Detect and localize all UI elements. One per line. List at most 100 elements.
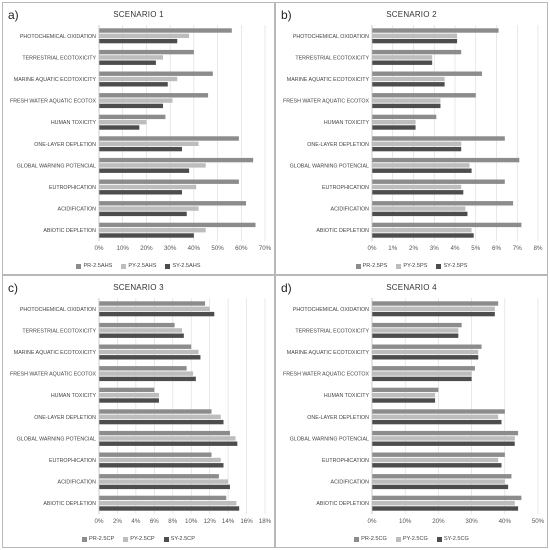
category-label: ONE-LAYER DEPLETION — [34, 142, 96, 148]
bar-py-2.5cp — [99, 436, 236, 441]
bar-pr-2.5cp — [99, 452, 212, 457]
category-label: GLOBAL WARNING POTENCIAL — [17, 436, 96, 442]
bar-py-2.5cp — [99, 328, 182, 333]
bar-sy-2.5cp — [99, 484, 230, 490]
category-label: ACIDIFICATION — [331, 207, 370, 213]
bar-py-2.5ahs — [99, 163, 206, 168]
legend-label: PR-2.5PS — [362, 263, 388, 269]
bar-pr-2.5ps — [372, 28, 499, 33]
bar-sy-2.5ahs — [99, 146, 182, 152]
bar-sy-2.5ahs — [99, 233, 194, 238]
legend-item: SY-2.5CP — [163, 536, 195, 542]
bar-pr-2.5cg — [372, 474, 512, 479]
category-label: HUMAN TOXICITY — [324, 393, 370, 399]
legend-label: PY-2.5PS — [403, 263, 428, 269]
bar-pr-2.5ahs — [99, 93, 209, 98]
bar-sy-2.5ahs — [99, 168, 190, 173]
bar-pr-2.5ahs — [99, 114, 166, 120]
bar-pr-2.5cp — [99, 495, 227, 501]
legend-swatch — [395, 536, 401, 542]
category-label: ONE-LAYER DEPLETION — [307, 415, 369, 421]
category-label: FRESH WATER AQUATIC ECOTOX — [10, 99, 96, 105]
x-tick-label: 0% — [368, 518, 377, 525]
bar-py-2.5ps — [372, 228, 472, 233]
category-label: HUMAN TOXICITY — [51, 393, 97, 399]
bar-pr-2.5ps — [372, 114, 437, 120]
bar-sy-2.5cp — [99, 463, 224, 468]
x-tick-label: 20% — [432, 518, 445, 525]
bar-py-2.5ahs — [99, 55, 164, 60]
legend-item: PR-2.5CP — [82, 536, 114, 542]
bar-py-2.5ps — [372, 184, 462, 190]
bar-sy-2.5ahs — [99, 82, 168, 87]
bar-sy-2.5cg — [372, 463, 502, 468]
legend-item: PR-2.5PS — [355, 263, 388, 269]
bar-pr-2.5ps — [372, 157, 520, 163]
bar-pr-2.5cg — [372, 387, 439, 393]
bar-py-2.5cg — [372, 479, 505, 484]
legend-swatch — [82, 536, 88, 542]
bar-pr-2.5cg — [372, 301, 499, 306]
bar-sy-2.5ps — [372, 38, 458, 44]
legend-swatch — [354, 536, 360, 542]
bar-py-2.5ahs — [99, 33, 190, 38]
legend: PR-2.5CG PY-2.5CG SY-2.5CG — [276, 536, 547, 542]
bar-sy-2.5cp — [99, 506, 240, 511]
category-label: ABIOTIC DEPLETION — [316, 501, 369, 507]
category-label: FRESH WATER AQUATIC ECOTOX — [10, 372, 96, 378]
bar-py-2.5cp — [99, 501, 237, 506]
bar-pr-2.5cg — [372, 344, 482, 349]
bar-sy-2.5ps — [372, 125, 416, 130]
legend-label: PR-2.5CG — [361, 536, 387, 542]
x-tick-label: 70% — [259, 245, 272, 252]
category-label: GLOBAL WARNING POTENCIAL — [17, 163, 96, 169]
bar-py-2.5ps — [372, 120, 416, 125]
legend-label: SY-2.5CG — [443, 536, 469, 542]
bar-sy-2.5cg — [372, 398, 436, 403]
legend-label: PR-2.5AHS — [83, 263, 113, 269]
legend-swatch — [76, 263, 82, 269]
bar-pr-2.5cg — [372, 366, 475, 371]
category-label: ACIDIFICATION — [58, 480, 97, 486]
bar-sy-2.5ahs — [99, 125, 140, 130]
bar-sy-2.5ps — [372, 233, 474, 238]
legend-swatch — [163, 536, 169, 542]
legend-item: SY-2.5CG — [436, 536, 469, 542]
bar-pr-2.5cg — [372, 452, 505, 457]
bar-pr-2.5ps — [372, 71, 482, 76]
category-label: TERRESTRIAL ECOTOXICITY — [295, 55, 369, 61]
bar-py-2.5ahs — [99, 141, 199, 146]
x-tick-label: 4% — [131, 518, 140, 525]
chart-title: SCENARIO 2 — [386, 10, 437, 19]
bar-chart-svg: 0% 1% 2% 3% 4% 5% 6% 7% 8% PHOTOCHEMICAL OXIDATIO… — [283, 25, 543, 252]
x-tick-label: 6% — [150, 518, 159, 525]
bar-py-2.5ps — [372, 141, 462, 146]
x-tick-label: 50% — [532, 518, 545, 525]
legend-swatch — [436, 263, 442, 269]
bar-pr-2.5cp — [99, 387, 155, 393]
x-tick-label: 0% — [95, 518, 104, 525]
x-tick-label: 2% — [409, 245, 418, 252]
legend-label: PY-2.5CP — [130, 536, 155, 542]
category-label: EUTROPHICATION — [322, 458, 369, 464]
bar-py-2.5ahs — [99, 184, 197, 190]
legend-item: PY-2.5PS — [396, 263, 427, 269]
bar-pr-2.5cg — [372, 322, 462, 328]
bar-py-2.5cp — [99, 414, 221, 419]
x-tick-label: 14% — [222, 518, 235, 525]
category-label: HUMAN TOXICITY — [51, 120, 97, 126]
bar-pr-2.5cp — [99, 430, 230, 436]
legend: PR-2.5PS PY-2.5PS SY-2.5PS — [276, 263, 547, 269]
bar-sy-2.5ahs — [99, 211, 187, 217]
bar-sy-2.5cg — [372, 333, 459, 338]
bar-py-2.5cp — [99, 457, 221, 463]
bar-pr-2.5ahs — [99, 71, 213, 76]
bar-py-2.5cg — [372, 393, 436, 398]
category-label: PHOTOCHEMICAL OXIDATION — [20, 307, 96, 313]
x-tick-label: 20% — [140, 245, 153, 252]
bar-pr-2.5cg — [372, 409, 505, 414]
x-tick-label: 2% — [113, 518, 122, 525]
bar-sy-2.5cp — [99, 333, 184, 338]
x-tick-label: 10% — [117, 245, 130, 252]
legend-swatch — [123, 536, 129, 542]
